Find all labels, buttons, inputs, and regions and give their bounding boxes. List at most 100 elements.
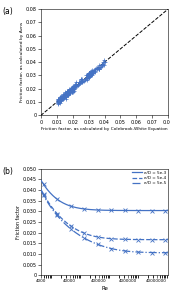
Text: (a): (a): [3, 7, 13, 16]
Point: [83, 231, 86, 236]
Point: [62, 95, 65, 99]
Point: [88, 73, 91, 78]
Point: [88, 72, 91, 77]
Point: [56, 197, 58, 202]
Point: [88, 73, 91, 78]
Point: [88, 73, 91, 78]
Point: [88, 74, 91, 78]
Point: [56, 100, 59, 105]
Point: [164, 237, 167, 242]
Point: [86, 75, 88, 80]
Point: [56, 211, 58, 216]
Point: [66, 91, 69, 96]
Point: [59, 95, 62, 100]
Point: [58, 98, 61, 102]
Point: [66, 91, 69, 96]
Y-axis label: Friction factor: Friction factor: [15, 205, 21, 239]
Point: [63, 93, 65, 98]
Point: [90, 70, 93, 75]
Point: [88, 73, 91, 78]
Point: [99, 65, 102, 70]
Point: [59, 97, 61, 102]
e/D = 5e-3: [40, 178, 42, 182]
Point: [110, 208, 113, 213]
Point: [63, 91, 66, 96]
Point: [73, 86, 75, 91]
Point: [137, 208, 140, 213]
Point: [67, 91, 69, 96]
Point: [56, 99, 59, 104]
Point: [123, 237, 126, 242]
Point: [96, 67, 99, 72]
Point: [151, 250, 153, 255]
Point: [88, 71, 91, 75]
Point: [63, 95, 66, 100]
Point: [88, 73, 91, 77]
Point: [81, 79, 83, 84]
Point: [59, 97, 62, 102]
Point: [69, 88, 72, 93]
Point: [66, 91, 69, 96]
Point: [90, 69, 92, 74]
Point: [65, 95, 68, 99]
Point: [73, 88, 76, 93]
Point: [88, 73, 91, 78]
Point: [71, 87, 74, 92]
Point: [88, 72, 91, 77]
Point: [74, 82, 77, 87]
Point: [79, 80, 82, 84]
e/D = 5e-5: [167, 251, 169, 255]
Point: [96, 65, 98, 70]
Point: [66, 90, 69, 95]
Point: [91, 69, 94, 73]
Point: [78, 82, 80, 87]
Point: [72, 86, 74, 91]
Point: [94, 67, 97, 72]
Point: [58, 99, 61, 104]
Point: [59, 99, 61, 104]
Point: [72, 84, 75, 89]
Point: [123, 208, 126, 213]
Point: [89, 71, 91, 76]
e/D = 5e-5: [125, 249, 127, 253]
Point: [88, 72, 91, 77]
Point: [56, 98, 59, 102]
Point: [66, 92, 69, 97]
Point: [59, 98, 61, 103]
Point: [67, 91, 70, 96]
Point: [75, 82, 77, 87]
Point: [101, 63, 103, 68]
Point: [60, 98, 62, 102]
Point: [60, 97, 63, 102]
Point: [68, 89, 71, 94]
Point: [59, 98, 62, 102]
e/D = 5e-4: [73, 226, 75, 230]
e/D = 5e-4: [97, 235, 99, 239]
Point: [66, 90, 69, 94]
Point: [96, 242, 99, 247]
Point: [71, 88, 74, 92]
Point: [89, 71, 92, 76]
Point: [88, 73, 91, 77]
Point: [59, 97, 61, 102]
Point: [98, 67, 100, 71]
Point: [67, 91, 70, 96]
Point: [80, 78, 83, 83]
Point: [57, 96, 59, 101]
Point: [88, 75, 91, 80]
Point: [59, 96, 62, 101]
Point: [87, 75, 89, 80]
Point: [68, 89, 71, 94]
Point: [72, 87, 75, 92]
Point: [59, 96, 61, 101]
Point: [79, 79, 82, 84]
X-axis label: Re: Re: [101, 286, 108, 291]
Point: [71, 88, 74, 93]
Point: [100, 62, 103, 67]
Point: [56, 100, 59, 105]
e/D = 5e-3: [167, 209, 169, 212]
Point: [88, 71, 91, 76]
Point: [88, 72, 91, 77]
Point: [67, 90, 69, 94]
Point: [67, 92, 70, 97]
